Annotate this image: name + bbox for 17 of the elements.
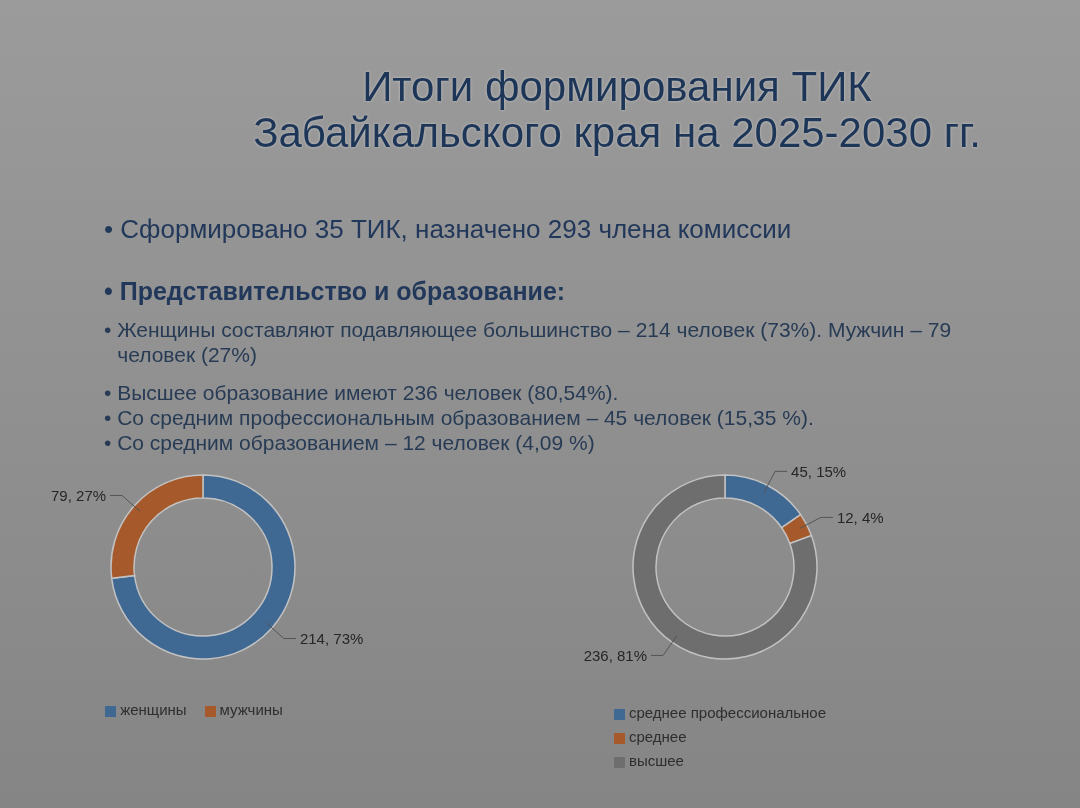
text: • Сформировано 35 ТИК, назначено 293 члена комиссии	[104, 214, 792, 244]
data-label: 214, 73%	[299, 630, 364, 648]
legend-label: женщины	[120, 701, 187, 718]
text: • Представительство и образование:	[104, 277, 566, 305]
legend-label: среднее	[628, 728, 687, 745]
text: Итоги формирования ТИК Забайкальского края на 2025-2030 гг.	[253, 63, 981, 156]
legend-label: среднее профессиональное	[628, 704, 827, 721]
legend-label: мужчины	[219, 701, 283, 718]
data-label: 12, 4%	[836, 508, 884, 526]
text: • Со средним образованием – 12 человек (4,09 %)	[104, 431, 595, 454]
text: • Со средним профессиональным образованием – 45 человек (15,35 %).	[104, 406, 814, 429]
data-label: 236, 81%	[583, 646, 648, 664]
data-label: 79, 27%	[51, 486, 107, 504]
legend-label: высшее	[628, 752, 684, 769]
data-label: 45, 15%	[791, 462, 847, 480]
text: • Женщины составляют подавляющее большинство – 214 человек (73%). Мужчин – 79 человек (27%)	[104, 318, 952, 366]
text: • Высшее образование имеют 236 человек (80,54%).	[104, 381, 619, 404]
